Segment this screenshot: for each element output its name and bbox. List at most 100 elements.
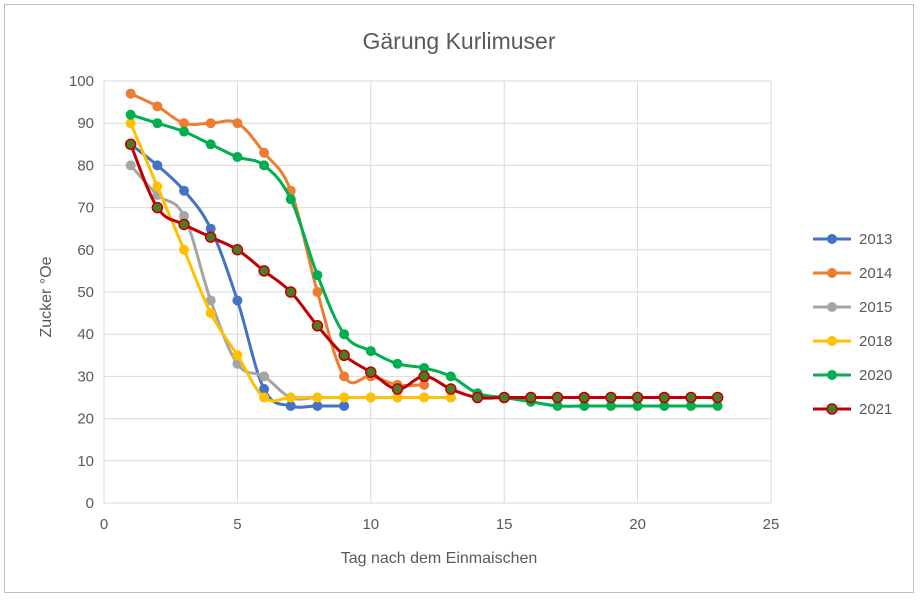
data-point: [632, 400, 643, 411]
data-point: [631, 391, 644, 404]
legend-label: 2015: [859, 299, 892, 316]
data-point: [205, 308, 216, 319]
legend-item-2021: 2021: [813, 401, 892, 418]
legend-label: 2021: [859, 401, 892, 418]
data-point: [312, 392, 323, 403]
data-point: [685, 400, 696, 411]
data-point: [498, 391, 510, 404]
series-2014: [125, 88, 430, 390]
x-tick-label: 0: [100, 516, 108, 533]
series-line: [130, 92, 425, 388]
data-point: [605, 400, 616, 411]
data-point: [285, 400, 296, 411]
data-point: [419, 392, 430, 403]
data-point: [365, 366, 377, 378]
data-point: [685, 391, 697, 404]
series-2021: [124, 138, 724, 404]
data-point: [232, 118, 243, 129]
data-point: [204, 231, 217, 243]
data-point: [259, 147, 270, 158]
data-point: [578, 391, 590, 404]
data-point: [418, 370, 430, 383]
data-point: [152, 118, 163, 129]
chart-frame: Gärung Kurlimuser 0 10 20 30 40 50 60 70 80 90 100…: [4, 4, 914, 593]
data-point: [232, 295, 243, 306]
data-point: [339, 329, 350, 340]
data-point: [339, 371, 350, 382]
data-point: [259, 371, 270, 382]
data-point: [179, 185, 190, 196]
axes: 0 10 20 30 40 50 60 70 80 90 100 0 5 10 15 20 25: [69, 73, 779, 533]
y-tick-label: 70: [77, 200, 94, 217]
y-tick-label: 60: [77, 242, 94, 259]
data-point: [152, 101, 163, 112]
legend-swatch-marker: [827, 336, 837, 346]
data-point: [179, 244, 190, 255]
legend-swatch-marker: [826, 403, 838, 415]
y-tick-label: 20: [77, 411, 94, 428]
data-point: [125, 88, 136, 99]
data-point: [365, 392, 376, 403]
data-point: [711, 391, 724, 404]
data-point: [259, 392, 270, 403]
data-point: [419, 379, 430, 390]
data-point: [285, 194, 296, 205]
y-tick-label: 0: [86, 495, 94, 512]
gridlines: [103, 80, 772, 504]
data-point: [445, 371, 456, 382]
legend-swatch-marker: [827, 370, 837, 380]
data-point: [232, 151, 243, 162]
legend-label: 2020: [859, 367, 892, 384]
series-layer: [124, 88, 724, 411]
legend-item-2020: 2020: [813, 367, 892, 384]
y-axis-label: Zucker °Oe: [38, 256, 55, 337]
legend-label: 2018: [859, 333, 892, 350]
chart-svg: Gärung Kurlimuser 0102030405060708090100…: [38, 28, 892, 567]
data-point: [471, 391, 484, 404]
data-point: [205, 295, 216, 306]
data-point: [312, 287, 323, 297]
data-point: [338, 349, 350, 362]
data-point: [179, 126, 190, 137]
legend-item-2015: 2015: [813, 299, 892, 316]
data-point: [311, 320, 324, 332]
y-tick-label: 80: [77, 157, 94, 174]
legend-item-2018: 2018: [813, 333, 892, 350]
data-point: [232, 350, 243, 361]
data-point: [551, 391, 564, 404]
data-point: [365, 346, 376, 357]
data-point: [152, 160, 163, 171]
data-point: [525, 391, 537, 404]
data-point: [312, 270, 323, 281]
data-point: [285, 286, 297, 298]
data-point: [285, 392, 296, 403]
x-tick-label: 20: [629, 516, 646, 533]
x-tick-label: 5: [233, 516, 241, 533]
data-point: [339, 392, 350, 403]
data-point: [125, 118, 136, 129]
data-point: [179, 118, 190, 129]
data-point: [445, 392, 456, 403]
data-point: [712, 400, 723, 411]
x-tick-label: 25: [763, 516, 780, 533]
series-line: [129, 143, 718, 400]
series-2013: [125, 139, 350, 411]
data-point: [391, 383, 404, 395]
legend-swatch-marker: [827, 234, 837, 244]
data-point: [605, 391, 617, 404]
data-point: [151, 201, 164, 214]
data-point: [392, 358, 403, 369]
series-2020: [125, 109, 723, 411]
data-point: [658, 391, 671, 404]
y-tick-label: 10: [77, 453, 94, 470]
legend-item-2013: 2013: [813, 231, 892, 248]
data-point: [259, 384, 270, 395]
legend: 2013 2014 2015 2018 2020 2021: [813, 231, 892, 418]
data-point: [205, 118, 216, 129]
series-line: [130, 113, 718, 408]
legend-swatch-marker: [827, 302, 837, 312]
data-point: [552, 400, 563, 411]
data-point: [392, 392, 403, 403]
data-point: [125, 160, 136, 171]
x-tick-label: 15: [496, 516, 513, 533]
